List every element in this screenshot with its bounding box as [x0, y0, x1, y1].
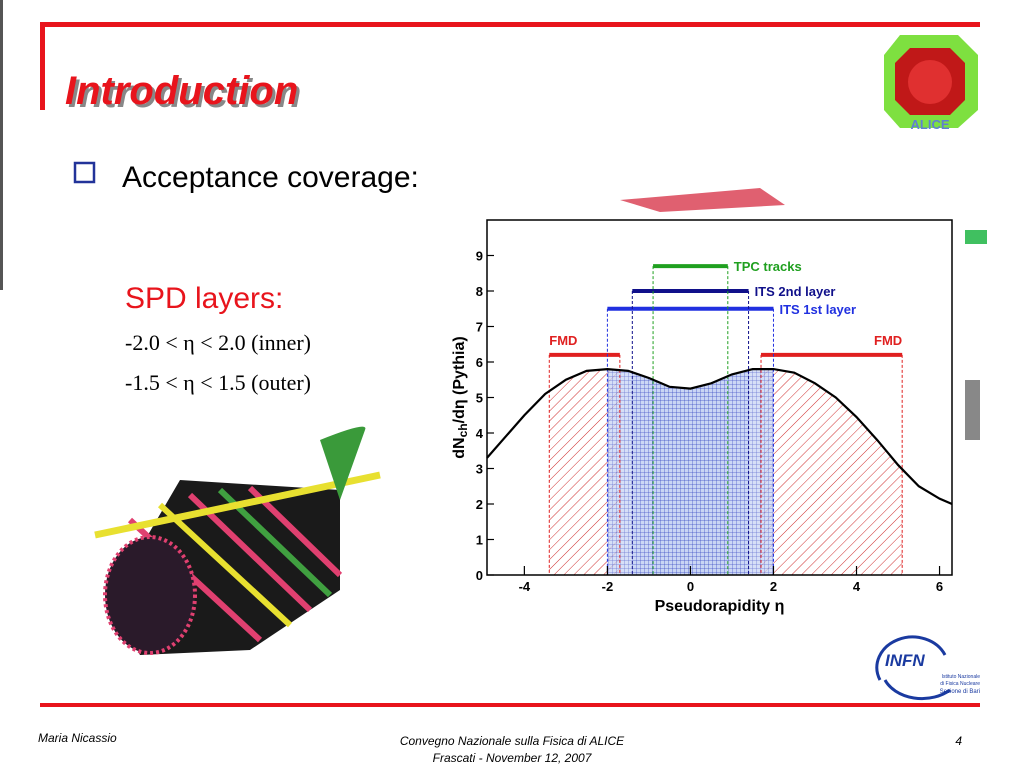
- range-label: TPC tracks: [734, 259, 802, 274]
- footer-place: Frascati - November 12, 2007: [433, 751, 593, 765]
- alice-logo: ALICE: [884, 35, 978, 132]
- spd-line: -1.5 < η < 1.5 (outer): [125, 370, 311, 395]
- y-tick-label: 3: [476, 462, 483, 477]
- y-tick-label: 5: [476, 391, 483, 406]
- y-tick-label: 2: [476, 497, 483, 512]
- detector-image: [90, 420, 381, 655]
- x-tick-label: 0: [687, 579, 694, 594]
- alice-label: ALICE: [911, 117, 950, 132]
- edge: [0, 0, 3, 290]
- x-tick-label: 2: [770, 579, 777, 594]
- x-tick-label: 4: [853, 579, 861, 594]
- infn-logo: INFN Istituto Nazionale di Fisica Nuclea…: [875, 635, 981, 701]
- x-axis-label: Pseudorapidity η: [655, 598, 785, 615]
- y-tick-label: 4: [476, 426, 484, 441]
- spd-heading: SPD layers:: [125, 282, 283, 315]
- footer-author: Maria Nicassio: [38, 731, 117, 745]
- y-tick-label: 6: [476, 355, 483, 370]
- acceptance-region: [653, 369, 728, 575]
- y-axis-label-part: ch: [456, 423, 470, 437]
- y-tick-label: 7: [476, 320, 483, 335]
- y-axis-label: dNch/dη (Pythia): [451, 336, 470, 458]
- x-tick-label: -2: [602, 579, 614, 594]
- range-label: FMD: [549, 333, 577, 348]
- spd-line: -2.0 < η < 2.0 (inner): [125, 330, 311, 355]
- curve: [486, 367, 953, 506]
- footer-event: Convegno Nazionale sulla Fisica di ALICE: [400, 734, 625, 748]
- chart: FMD FMD ITS 1st layer ITS 2nd layer TPC trac…: [451, 219, 953, 615]
- y-tick-label: 0: [476, 568, 483, 583]
- infn-label: INFN: [885, 651, 925, 670]
- title-shadow: Introduction: [68, 72, 301, 116]
- y-tick-label: 8: [476, 284, 483, 299]
- range-label: ITS 1st layer: [779, 302, 856, 317]
- title: Introduction: [65, 69, 298, 113]
- bottom-rule: [40, 703, 980, 707]
- range-label: FMD: [874, 333, 902, 348]
- y-axis-label-part: /dη (Pythia): [451, 336, 468, 423]
- x-tick-label: -4: [519, 579, 531, 594]
- infn-sub: Istituto Nazionale: [942, 674, 981, 680]
- background-detector: [620, 188, 987, 440]
- y-axis-label-part: dN: [451, 437, 468, 458]
- footer-page: 4: [955, 734, 962, 748]
- infn-sub: Sezione di Bari: [940, 689, 980, 695]
- bullet-box: [73, 161, 96, 184]
- y-tick-label: 9: [476, 249, 483, 264]
- left-rule: [40, 22, 45, 110]
- x-tick-label: 6: [936, 579, 943, 594]
- range-label: ITS 2nd layer: [755, 284, 836, 299]
- y-tick-label: 1: [476, 533, 483, 548]
- infn-sub: di Fisica Nucleare: [940, 681, 980, 687]
- bullet: Acceptance coverage:: [122, 161, 419, 194]
- top-rule: [40, 22, 980, 27]
